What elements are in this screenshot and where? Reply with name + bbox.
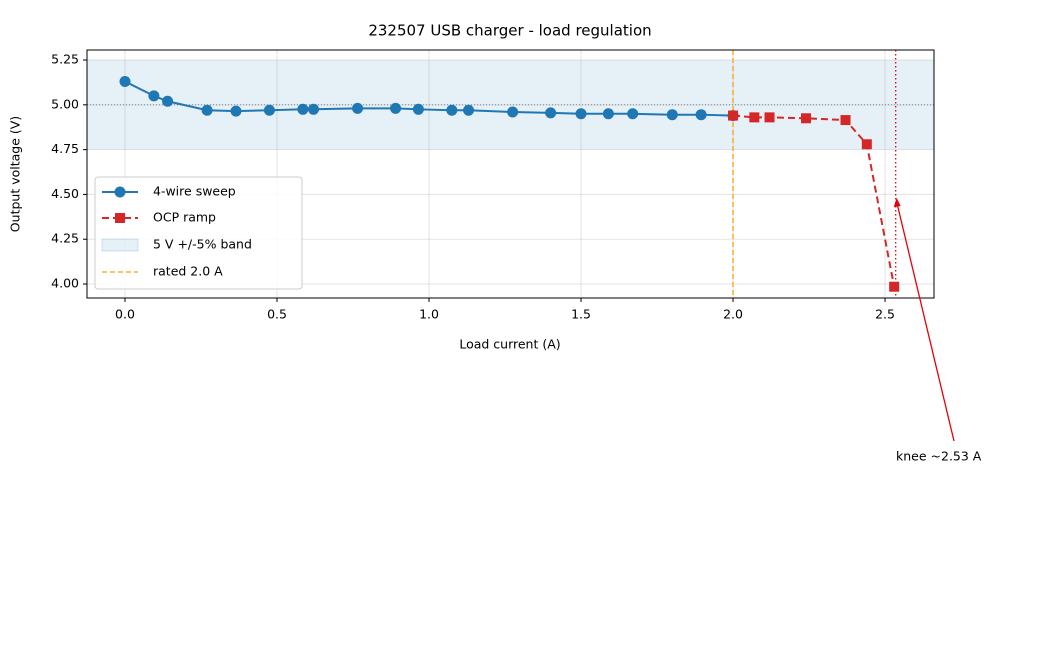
marker	[446, 104, 458, 116]
marker	[627, 108, 639, 120]
marker	[575, 108, 587, 120]
marker	[119, 76, 131, 88]
legend-label: OCP ramp	[153, 210, 216, 225]
marker	[162, 95, 174, 107]
legend-box	[94, 176, 303, 290]
marker	[412, 103, 424, 115]
marker	[230, 105, 242, 117]
marker	[749, 112, 760, 123]
marker	[148, 90, 160, 102]
x-tick-label: 0.0	[115, 307, 135, 322]
x-tick-label: 1.0	[419, 307, 439, 322]
y-tick-label: 4.25	[51, 231, 79, 246]
marker	[352, 102, 364, 114]
plot-frame	[86, 49, 935, 299]
y-tick-label: 4.50	[51, 186, 79, 201]
x-axis-label: Load current (A)	[459, 337, 560, 352]
x-tick-label: 0.5	[267, 307, 287, 322]
x-tick-label: 2.0	[723, 307, 743, 322]
marker	[764, 112, 775, 123]
annotation-arrow	[896, 201, 955, 442]
legend-label: rated 2.0 A	[153, 264, 223, 279]
marker	[545, 107, 557, 119]
marker	[602, 108, 614, 120]
marker	[263, 104, 275, 116]
legend-label: 4-wire sweep	[153, 184, 236, 199]
marker	[840, 115, 851, 126]
marker	[115, 213, 125, 223]
marker	[861, 139, 872, 150]
y-tick-label: 4.75	[51, 141, 79, 156]
marker	[307, 103, 319, 115]
marker	[507, 106, 519, 118]
x-tick-label: 1.5	[571, 307, 591, 322]
marker	[463, 104, 475, 116]
y-tick-label: 5.00	[51, 96, 79, 111]
annotation-label: knee ~2.53 A	[896, 449, 982, 464]
marker	[695, 109, 707, 121]
y-axis-label: Output voltage (V)	[8, 116, 23, 232]
legend-swatch	[101, 238, 139, 252]
marker	[801, 113, 812, 124]
y-tick-label: 4.00	[51, 276, 79, 291]
marker	[390, 102, 402, 114]
chart-title: 232507 USB charger - load regulation	[368, 22, 651, 40]
y-tick-label: 5.25	[51, 52, 79, 67]
marker	[728, 110, 739, 121]
marker	[889, 281, 900, 292]
legend: 4-wire sweep OCP ramp 5 V +/-5% band rated …	[94, 176, 303, 290]
legend-label: 5 V +/-5% band	[153, 237, 252, 252]
marker	[114, 186, 126, 198]
x-tick-label: 2.5	[875, 307, 895, 322]
marker	[666, 109, 678, 121]
annotation-arrowhead	[893, 198, 901, 208]
marker	[201, 104, 213, 116]
marker	[297, 103, 309, 115]
